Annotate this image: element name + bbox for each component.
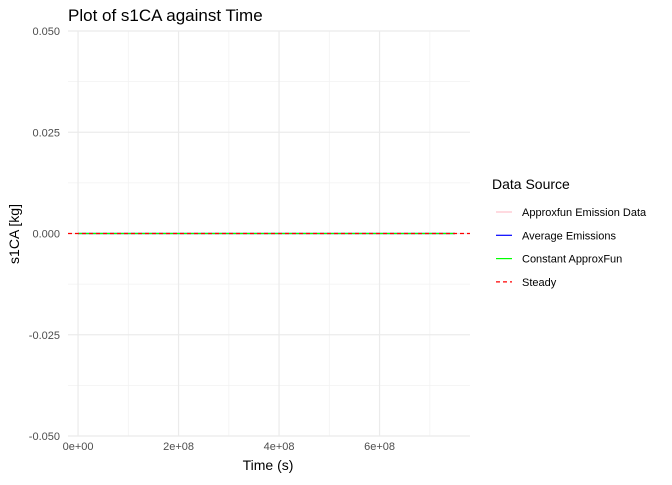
x-tick-label: 6e+08 <box>364 441 395 453</box>
y-axis-ticks: -0.050 -0.025 0.000 0.025 0.050 <box>29 26 60 443</box>
legend: Data Source Approxfun Emission Data Avera… <box>492 176 647 289</box>
x-axis-ticks: 0e+00 2e+08 4e+08 6e+08 <box>63 441 395 453</box>
y-tick-label: 0.000 <box>32 229 60 241</box>
y-tick-label: -0.050 <box>29 431 60 443</box>
chart-title: Plot of s1CA against Time <box>68 6 263 25</box>
y-tick-label: -0.025 <box>29 330 60 342</box>
x-tick-label: 0e+00 <box>63 441 94 453</box>
legend-item: Constant ApproxFun <box>496 254 622 266</box>
legend-label: Constant ApproxFun <box>522 254 622 266</box>
legend-item: Steady <box>496 277 557 289</box>
y-tick-label: 0.025 <box>32 127 60 139</box>
y-axis-label: s1CA [kg] <box>6 204 22 264</box>
legend-label: Approxfun Emission Data <box>522 207 647 219</box>
legend-items: Approxfun Emission Data Average Emissions… <box>496 207 647 289</box>
y-tick-label: 0.050 <box>32 26 60 38</box>
x-tick-label: 4e+08 <box>264 441 295 453</box>
legend-title: Data Source <box>492 176 570 192</box>
legend-item: Approxfun Emission Data <box>496 207 647 219</box>
legend-label: Steady <box>522 277 557 289</box>
legend-item: Average Emissions <box>496 230 616 242</box>
legend-label: Average Emissions <box>522 230 616 242</box>
x-axis-label: Time (s) <box>243 457 294 473</box>
x-tick-label: 2e+08 <box>163 441 194 453</box>
